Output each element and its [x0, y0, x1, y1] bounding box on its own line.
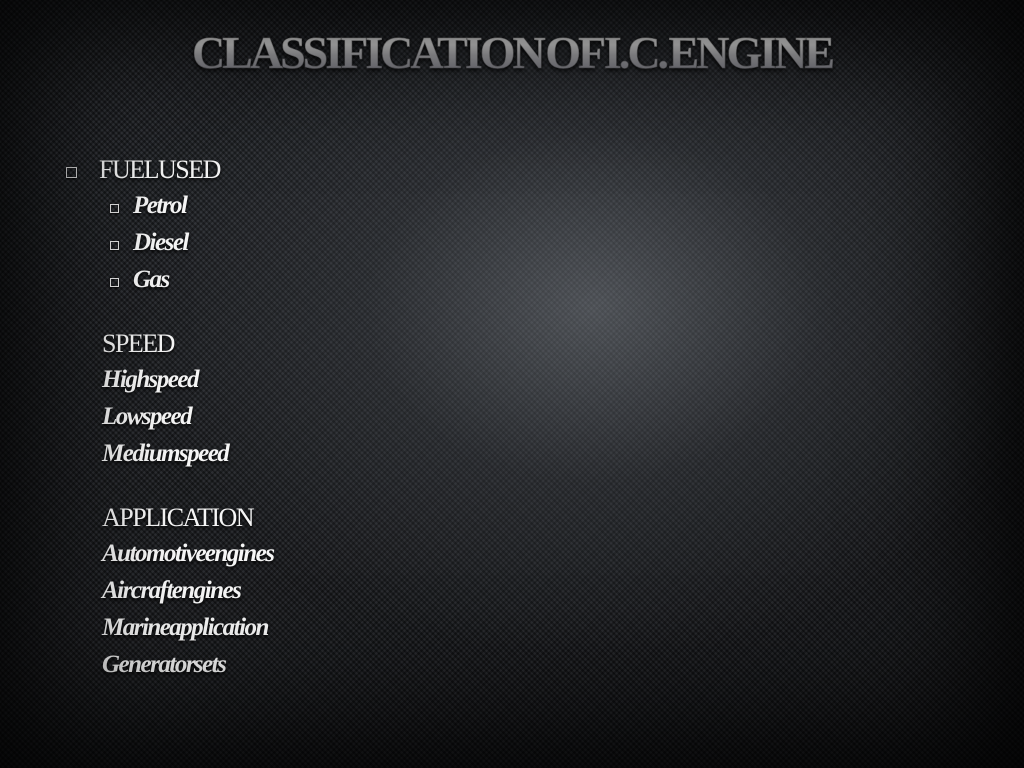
list-item: Gas	[133, 266, 169, 294]
list-item: Medium speed	[102, 440, 228, 468]
section-heading-row: FUEL USED	[40, 155, 984, 192]
slide: CLASSIFICATION OF I.C. ENGINE FUEL USED …	[0, 0, 1024, 768]
list-item: Automotive engines	[102, 540, 273, 568]
list-item-row: Diesel	[40, 229, 984, 266]
list-item-row: Medium speed	[40, 440, 984, 477]
list-item-row: Aircraft engines	[40, 577, 984, 614]
list-item-row: Gas	[40, 266, 984, 303]
square-bullet-icon	[110, 241, 119, 250]
list-item: Generator sets	[102, 651, 225, 679]
square-bullet-icon	[110, 278, 119, 287]
section-heading: APPLICATION	[102, 503, 253, 533]
spacer	[40, 303, 984, 329]
list-item: High speed	[102, 366, 198, 394]
list-item: Marine application	[102, 614, 268, 642]
list-item-row: High speed	[40, 366, 984, 403]
section-heading-row: SPEED	[40, 329, 984, 366]
list-item-row: Automotive engines	[40, 540, 984, 577]
list-item-row: Marine application	[40, 614, 984, 651]
slide-content: FUEL USED Petrol Diesel Gas SPEED High s…	[40, 155, 984, 688]
list-item-row: Generator sets	[40, 651, 984, 688]
list-item: Petrol	[133, 192, 187, 220]
list-item: Low speed	[102, 403, 191, 431]
section-heading-row: APPLICATION	[40, 503, 984, 540]
spacer	[40, 477, 984, 503]
square-bullet-icon	[110, 204, 119, 213]
list-item: Diesel	[133, 229, 188, 257]
list-item-row: Low speed	[40, 403, 984, 440]
list-item-row: Petrol	[40, 192, 984, 229]
slide-title: CLASSIFICATION OF I.C. ENGINE	[0, 26, 1024, 79]
list-item: Aircraft engines	[102, 577, 240, 605]
section-heading: FUEL USED	[99, 155, 220, 185]
square-bullet-icon	[66, 167, 77, 178]
section-heading: SPEED	[102, 329, 174, 359]
